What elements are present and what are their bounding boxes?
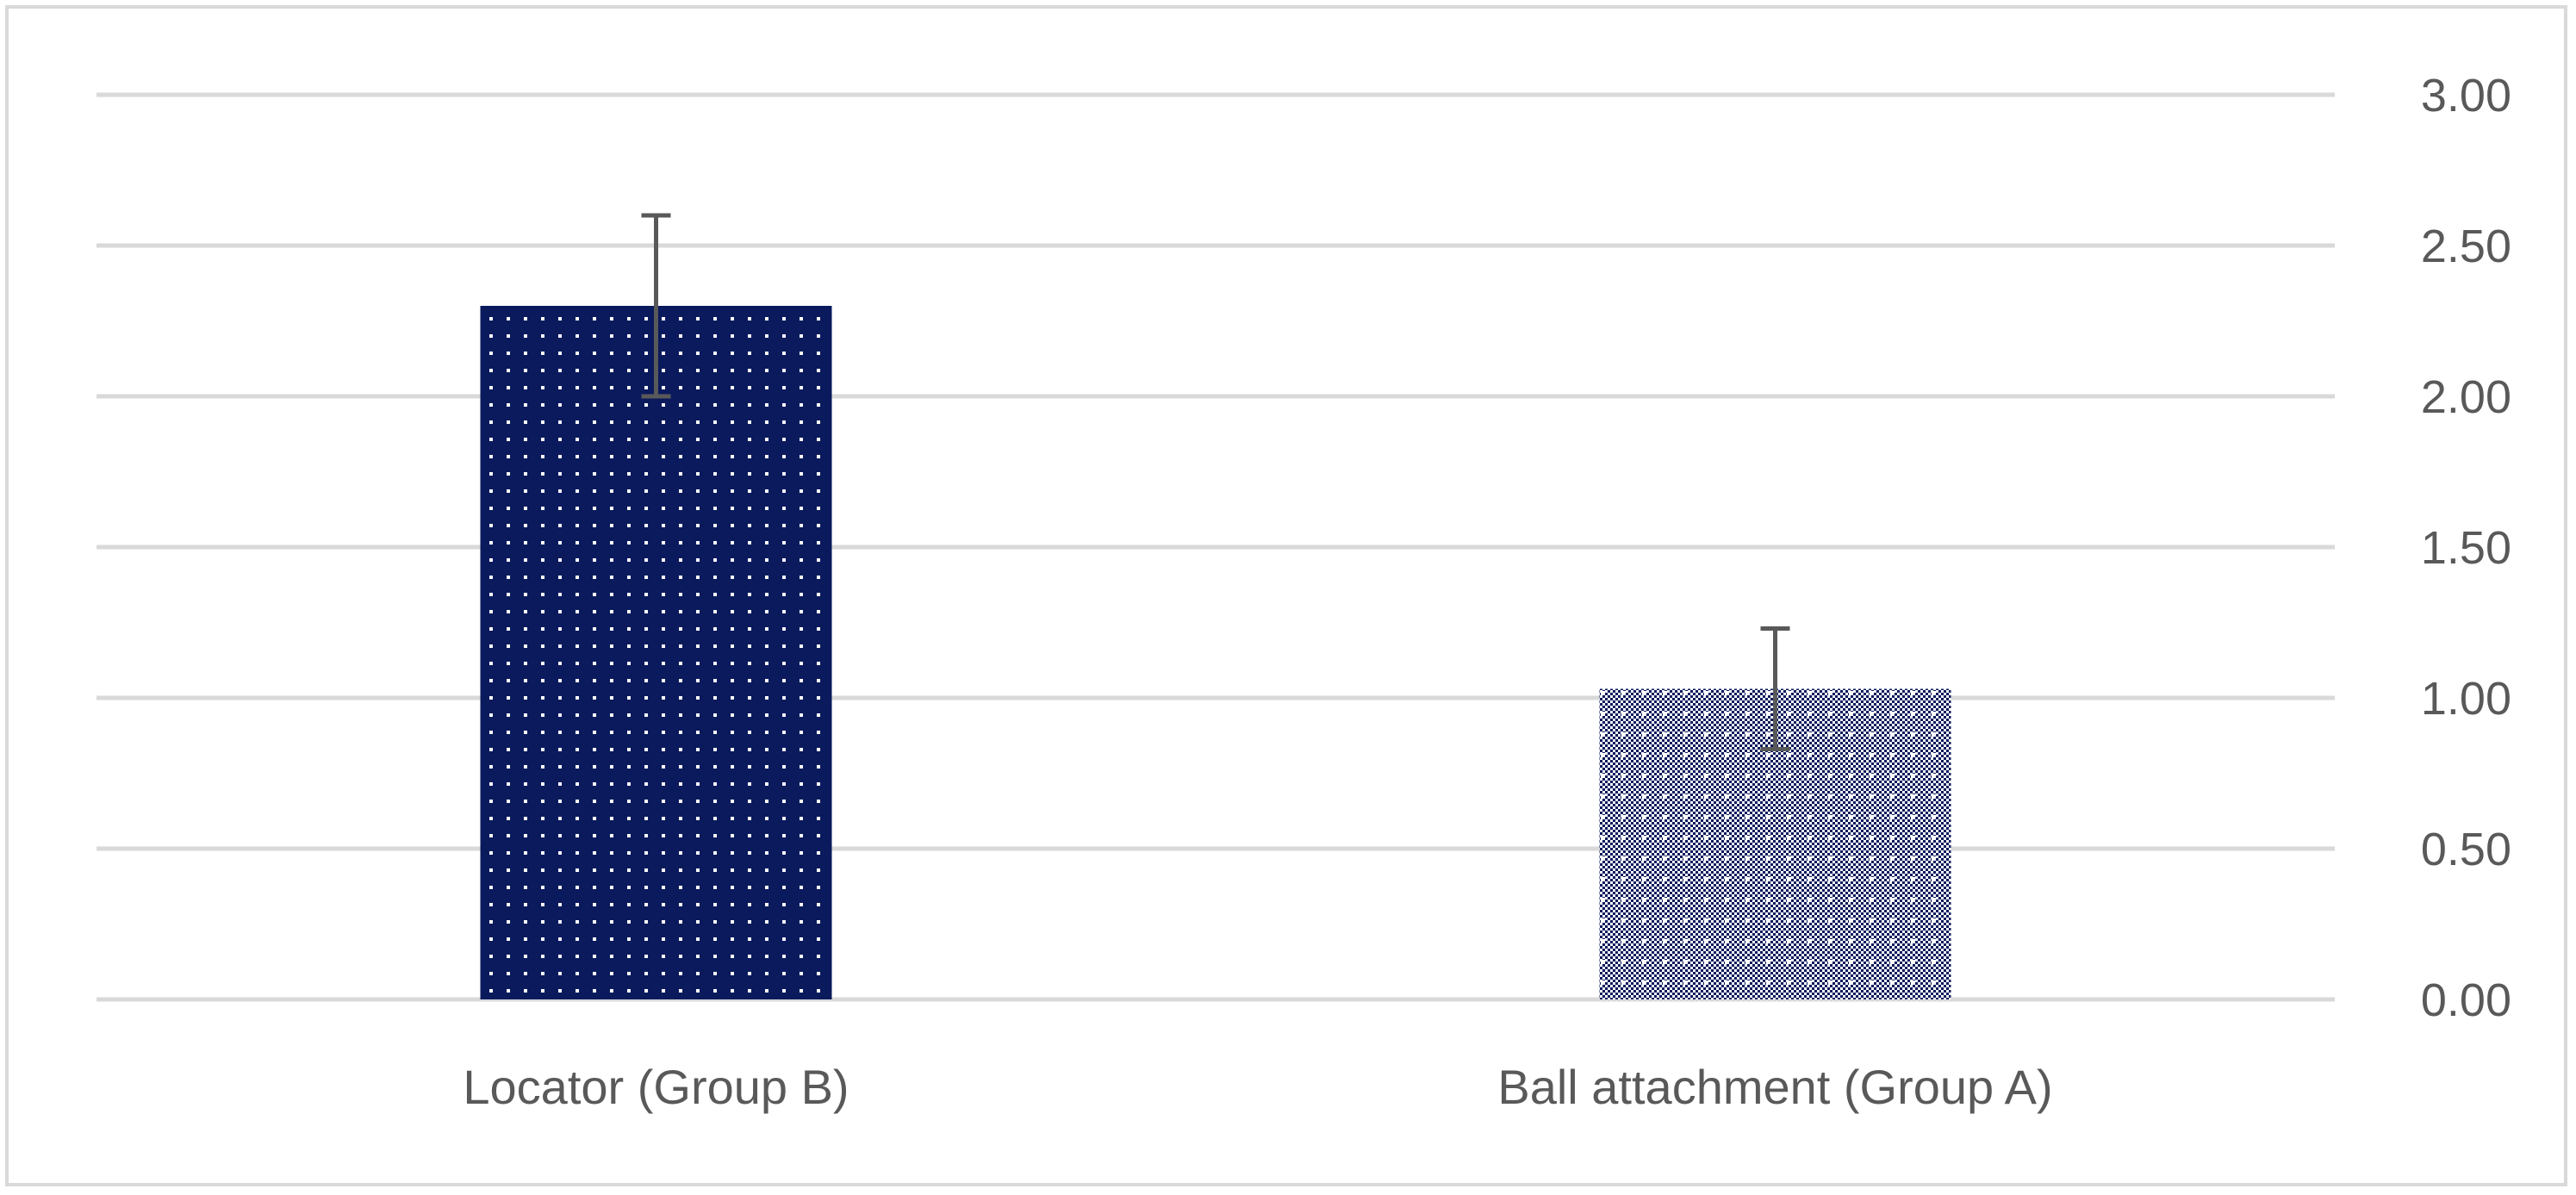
gridlines — [96, 92, 2335, 1002]
chart-frame — [5, 5, 2567, 1186]
bars — [480, 306, 1951, 999]
error-bar-2 — [1760, 626, 1790, 751]
y-tick-label: 2.50 — [2421, 221, 2511, 272]
y-tick-label: 3.00 — [2421, 70, 2511, 121]
error-bars — [641, 213, 1790, 751]
x-axis-category-labels: Locator (Group B) Ball attachment (Group … — [463, 1060, 2052, 1114]
y-tick-label: 2.00 — [2421, 371, 2511, 423]
y-tick-label: 0.50 — [2421, 824, 2511, 875]
y-axis-tick-labels: 0.00 0.50 1.00 1.50 2.00 2.50 3.00 — [2421, 70, 2511, 1026]
error-bar-1 — [641, 213, 671, 399]
y-tick-label: 1.50 — [2421, 522, 2511, 574]
x-category-label: Ball attachment (Group A) — [1497, 1060, 2052, 1114]
y-tick-label: 0.00 — [2421, 974, 2511, 1026]
y-tick-label: 1.00 — [2421, 673, 2511, 725]
bar-1 — [480, 306, 832, 999]
x-category-label: Locator (Group B) — [463, 1060, 849, 1114]
